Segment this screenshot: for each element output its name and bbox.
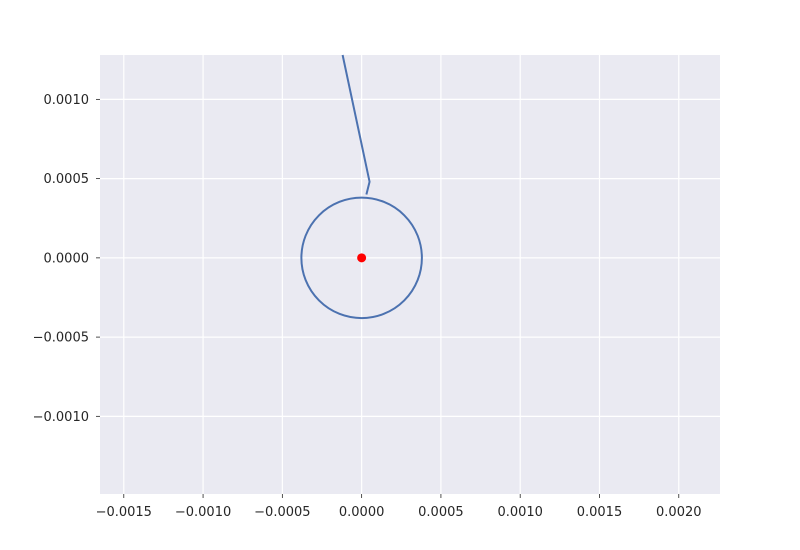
y-tick-label: −0.0005 bbox=[33, 331, 89, 346]
x-tick-label: −0.0005 bbox=[254, 505, 310, 520]
x-axis-ticks: −0.0015 −0.0010 −0.0005 0.0000 0.0005 0.0010 0… bbox=[96, 494, 702, 520]
x-tick-label: 0.0005 bbox=[418, 505, 464, 520]
center-point-marker bbox=[357, 253, 367, 263]
y-tick-label: 0.0010 bbox=[44, 93, 90, 108]
plot-area bbox=[100, 55, 720, 494]
x-tick-label: 0.0010 bbox=[497, 505, 543, 520]
y-tick-label: −0.0010 bbox=[33, 410, 89, 425]
x-tick-label: −0.0015 bbox=[96, 505, 152, 520]
grid bbox=[100, 55, 720, 494]
y-axis-ticks: −0.0010 −0.0005 0.0000 0.0005 0.0010 bbox=[33, 93, 100, 425]
trajectory-line bbox=[341, 54, 371, 195]
y-tick-label: 0.0005 bbox=[44, 172, 90, 187]
series-layer bbox=[300, 54, 423, 320]
x-tick-label: 0.0015 bbox=[577, 505, 623, 520]
y-tick-label: 0.0000 bbox=[44, 251, 90, 266]
x-tick-label: −0.0010 bbox=[175, 505, 231, 520]
x-tick-label: 0.0000 bbox=[339, 505, 385, 520]
x-tick-label: 0.0020 bbox=[656, 505, 702, 520]
orbit-circle bbox=[300, 196, 423, 320]
